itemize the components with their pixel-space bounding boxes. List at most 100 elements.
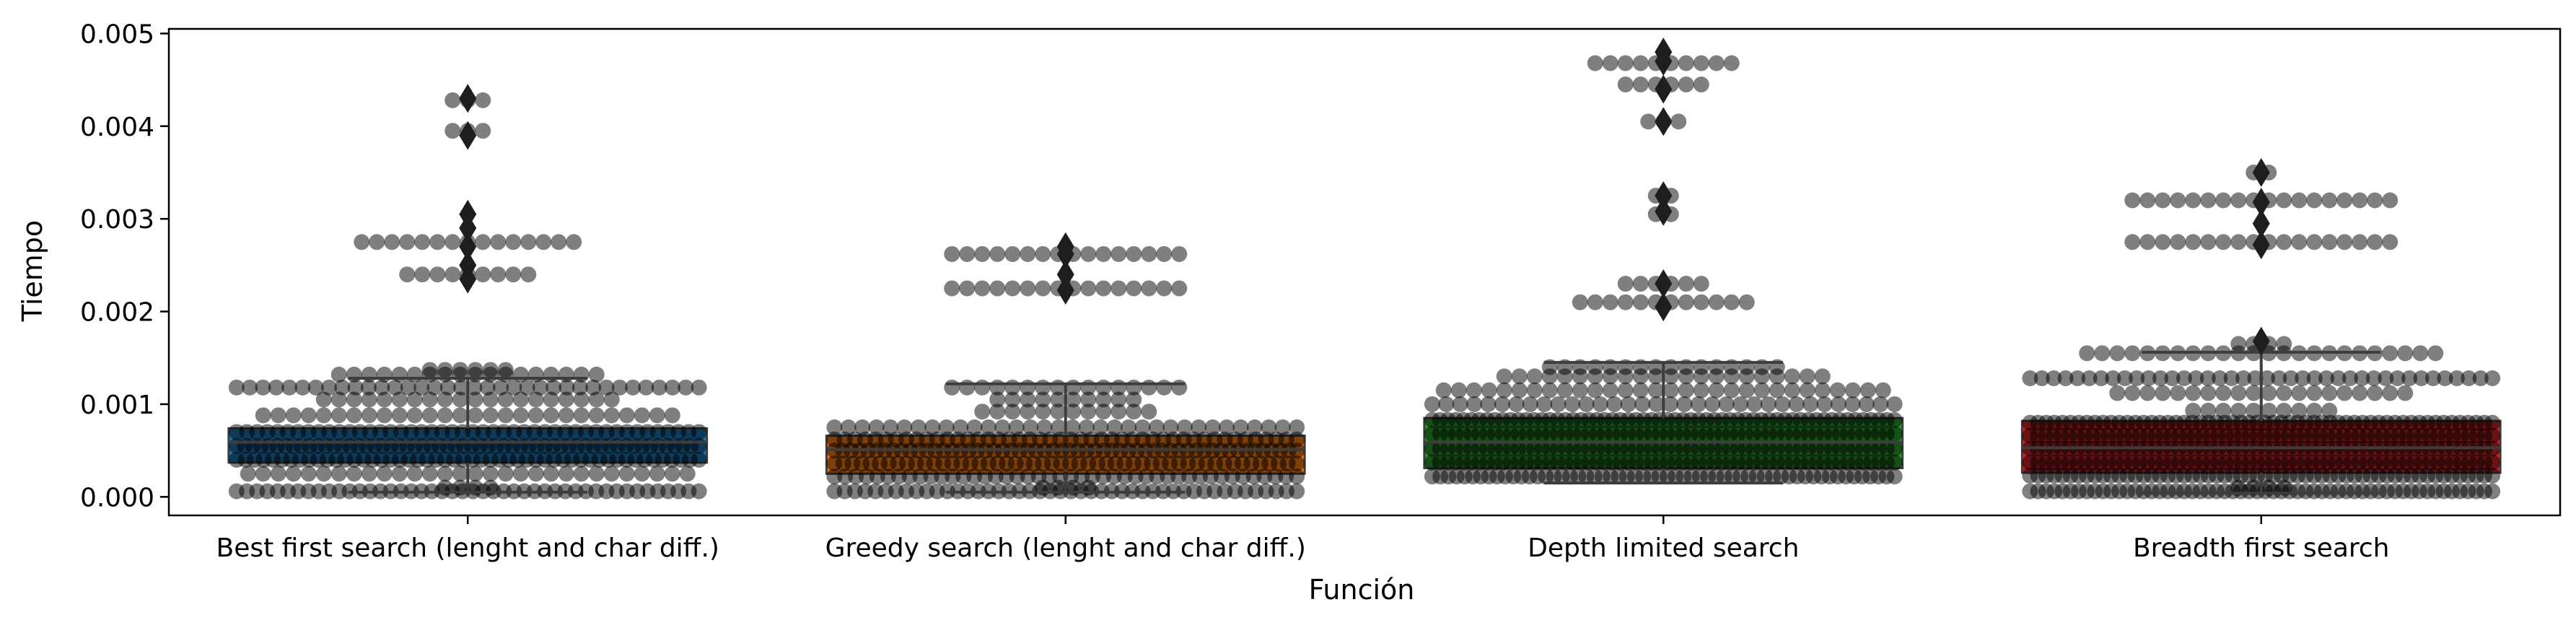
outlier-marker: [2252, 326, 2270, 356]
swarm-point: [543, 466, 559, 482]
swarm-point: [520, 266, 537, 283]
swarm-point: [330, 391, 347, 408]
swarm-point: [543, 391, 559, 408]
swarm-point: [2223, 370, 2240, 386]
swarm-point: [1564, 396, 1581, 412]
swarm-point: [558, 366, 574, 383]
swarm-point: [1126, 280, 1142, 297]
swarm-point: [399, 234, 416, 250]
swarm-point: [1693, 276, 1709, 292]
swarm-point: [1110, 391, 1127, 408]
swarm-point: [2235, 370, 2252, 386]
swarm-point: [1587, 382, 1603, 398]
swarm-point: [512, 466, 529, 482]
swarm-point: [2139, 385, 2156, 401]
swarm-point: [1676, 396, 1693, 412]
swarm-point: [2295, 370, 2311, 386]
swarm-point: [2276, 192, 2292, 209]
swarm-point: [444, 234, 461, 250]
swarm-point: [1536, 396, 1553, 412]
swarm-point: [588, 366, 605, 383]
swarm-point: [2382, 234, 2398, 250]
swarm-point: [512, 391, 529, 408]
swarm-point: [1050, 404, 1066, 420]
swarm-point: [527, 466, 544, 482]
swarm-point: [482, 407, 499, 424]
swarm-point: [439, 379, 456, 396]
swarm-point: [482, 391, 499, 408]
swarm-point: [2352, 234, 2368, 250]
swarm-point: [497, 466, 514, 482]
swarm-point: [1204, 419, 1221, 436]
swarm-point: [255, 379, 271, 396]
swarm-point: [980, 419, 996, 436]
swarm-point: [2105, 370, 2121, 386]
swarm-point: [2230, 234, 2247, 250]
swarm-point: [679, 466, 696, 482]
swarm-point: [2022, 370, 2038, 386]
swarm-point: [1171, 280, 1188, 297]
swarm-point: [285, 466, 302, 482]
swarm-point: [2155, 192, 2171, 209]
swarm-point: [1784, 382, 1800, 398]
swarm-point: [2116, 370, 2133, 386]
swarm-point: [1126, 245, 1142, 262]
swarm-point: [1723, 55, 1740, 71]
x-tick-label: Depth limited search: [1528, 533, 1799, 563]
swarm-point: [1708, 382, 1725, 398]
swarm-point: [1110, 245, 1127, 262]
swarm-point: [1634, 396, 1651, 412]
swarm-point: [1617, 55, 1634, 71]
swarm-point: [691, 424, 707, 440]
swarm-point: [369, 234, 385, 250]
swarm-point: [376, 366, 393, 383]
swarm-point: [1708, 294, 1725, 310]
swarm-point: [2461, 370, 2477, 386]
swarm-point: [1886, 468, 1903, 485]
swarm-point: [1035, 280, 1051, 297]
swarm-point: [2382, 345, 2398, 362]
swarm-point: [1886, 454, 1903, 471]
swarm-point: [1592, 396, 1608, 412]
swarm-point: [452, 407, 468, 424]
swarm-point: [1435, 382, 1452, 398]
swarm-point: [1494, 396, 1510, 412]
swarm-point: [467, 466, 483, 482]
swarm-point: [618, 466, 635, 482]
swarm-point: [1219, 419, 1235, 436]
swarm-point: [1095, 404, 1112, 420]
swarm-point: [959, 280, 976, 297]
swarm-point: [1452, 396, 1468, 412]
swarm-point: [1020, 404, 1036, 420]
swarm-point: [346, 366, 362, 383]
swarm-point: [2352, 385, 2368, 401]
swarm-point: [400, 379, 416, 396]
swarm-point: [974, 379, 991, 396]
swarm-point: [346, 391, 362, 408]
swarm-point: [361, 466, 377, 482]
swarm-point: [1844, 382, 1861, 398]
swarm-point: [2472, 370, 2489, 386]
swarm-point: [840, 419, 857, 436]
swarm-point: [2412, 345, 2429, 362]
swarm-point: [453, 379, 470, 396]
swarm-point: [2321, 385, 2338, 401]
swarm-point: [691, 437, 707, 454]
swarm-point: [2109, 385, 2126, 401]
swarm-point: [1095, 280, 1112, 297]
swarm-point: [1496, 368, 1512, 385]
swarm-point: [330, 407, 347, 424]
swarm-point: [527, 366, 544, 383]
swarm-point: [399, 266, 416, 283]
swarm-point: [467, 407, 483, 424]
swarm-point: [2291, 234, 2308, 250]
swarm-point: [482, 362, 499, 378]
swarm-point: [1606, 396, 1623, 412]
swarm-point: [543, 366, 559, 383]
swarm-point: [1134, 419, 1151, 436]
swarm-point: [966, 419, 983, 436]
x-tick-label: Breadth first search: [2133, 533, 2390, 563]
swarm-point: [1110, 280, 1127, 297]
swarm-point: [2321, 234, 2338, 250]
